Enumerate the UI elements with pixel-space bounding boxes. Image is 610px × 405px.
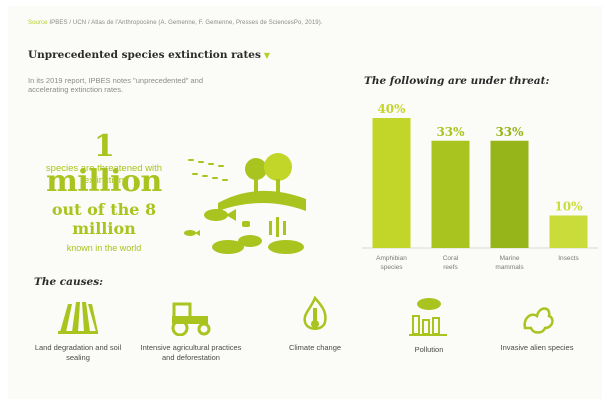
category-label: reefs <box>443 264 458 271</box>
cause-agriculture: Intensive agricultural practices and def… <box>136 298 246 362</box>
bar <box>490 140 529 248</box>
coral-icon <box>242 217 286 237</box>
bar-value-label: 10% <box>554 200 583 214</box>
chart-title: The following are under threat: <box>364 75 550 87</box>
total-species-caption: known in the world <box>66 243 142 253</box>
cause-label: Land degradation and soil sealing <box>34 343 122 362</box>
tree-icon <box>245 153 292 195</box>
hill-icon <box>218 190 306 211</box>
source-prefix: Source <box>28 20 48 26</box>
source-line: Source IPBES / UCN / Atlas de l'Anthropo… <box>28 20 323 26</box>
category-label: mammals <box>495 264 524 271</box>
category-label: Marine <box>500 255 520 262</box>
fields-icon <box>58 302 98 334</box>
cause-invasive-species: Invasive alien species <box>482 298 592 353</box>
cause-label: Invasive alien species <box>500 343 574 352</box>
thermometer-flame-icon <box>303 296 327 330</box>
cause-label: Intensive agricultural practices and def… <box>140 343 242 362</box>
category-label: Amphibian <box>376 255 407 262</box>
category-label: species <box>380 264 403 271</box>
total-species-number: out of the 8 million <box>51 200 157 238</box>
causes-title: The causes: <box>34 276 103 288</box>
nature-scene-illustration <box>184 153 306 254</box>
factory-smoke-icon <box>409 298 447 336</box>
bar <box>372 118 411 248</box>
big-number: 1 million <box>46 129 162 199</box>
bar-value-label: 33% <box>436 125 465 139</box>
category-label: Coral <box>443 255 459 262</box>
fish-icon <box>184 209 236 236</box>
cause-pollution: Pollution <box>374 296 484 355</box>
cause-land-degradation: Land degradation and soil sealing <box>23 296 133 362</box>
bar-value-label: 33% <box>495 125 524 139</box>
infographic-title: Unprecedented species extinction rates ▼ <box>28 49 270 61</box>
bar <box>549 215 588 248</box>
birds-icon <box>188 159 228 181</box>
cause-climate-change: Climate change <box>260 296 370 353</box>
bar <box>431 140 470 248</box>
rocks-icon <box>212 235 304 254</box>
intro-text: In its 2019 report, IPBES notes "unprece… <box>28 76 204 94</box>
tractor-icon <box>171 302 211 336</box>
threat-bar-chart: 40% Amphibian species 33% Coral reefs 33% Marin… <box>362 102 598 271</box>
invasive-plant-icon <box>523 307 554 334</box>
cause-label: Pollution <box>414 345 444 354</box>
category-label: Insects <box>558 255 579 262</box>
bar-value-label: 40% <box>377 102 406 116</box>
big-number-caption: species are threatened with extinction <box>45 163 163 186</box>
infographic-card: Source IPBES / UCN / Atlas de l'Anthropo… <box>8 6 602 399</box>
triangle-down-icon: ▼ <box>263 50 271 60</box>
source-text: IPBES / UCN / Atlas de l'Anthropocène (A… <box>49 20 323 26</box>
cause-label: Climate change <box>288 343 342 352</box>
title-text: Unprecedented species extinction rates <box>28 49 261 61</box>
